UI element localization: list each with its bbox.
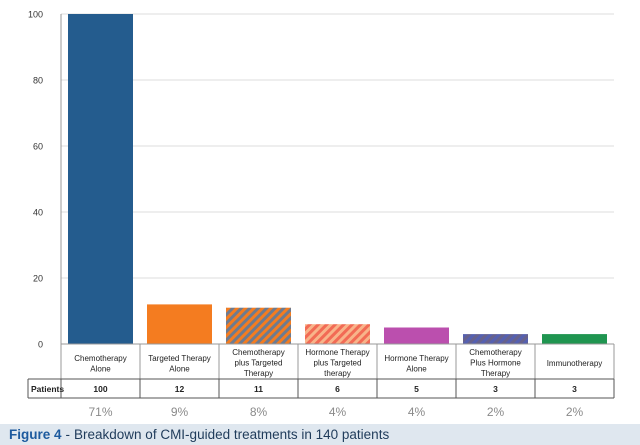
- figure-caption-label: Figure 4: [9, 427, 62, 442]
- axes: [60, 14, 615, 379]
- category-label-3-line-0: Hormone Therapy: [305, 348, 369, 357]
- figure-caption-text: Breakdown of CMI-guided treatments in 14…: [74, 427, 390, 442]
- bar-0: [68, 14, 133, 344]
- bars: [68, 14, 607, 344]
- table-value-4: 5: [414, 384, 419, 394]
- percentage-labels: 71% 9% 8% 4% 4% 2% 2%: [88, 405, 583, 419]
- category-label-6-line-0: Immunotherapy: [547, 359, 603, 368]
- category-label-0-line-1: Alone: [90, 365, 111, 374]
- percentage-label-1: 9%: [171, 405, 189, 419]
- category-label-5-line-0: Chemotherapy: [469, 348, 521, 357]
- figure-caption: Figure 4 - Breakdown of CMI-guided treat…: [0, 424, 640, 445]
- table-row-label: Patients: [31, 384, 64, 394]
- table-value-0: 100: [93, 384, 107, 394]
- table-value-5: 3: [493, 384, 498, 394]
- bar-6: [542, 334, 607, 344]
- y-tick-label-20: 20: [33, 274, 43, 284]
- bar-4: [384, 327, 449, 344]
- y-axis-ticks: 0 20 40 60 80 100: [28, 10, 43, 350]
- y-tick-label-40: 40: [33, 208, 43, 218]
- category-label-0-line-0: Chemotherapy: [74, 354, 126, 363]
- category-label-2-line-2: Therapy: [244, 369, 273, 378]
- percentage-label-4: 4%: [408, 405, 426, 419]
- bar-5: [463, 334, 528, 344]
- category-label-4-line-0: Hormone Therapy: [384, 354, 448, 363]
- gridlines: [61, 13, 614, 279]
- table-value-2: 11: [254, 384, 263, 394]
- table-value-1: 12: [175, 384, 185, 394]
- data-table: Patients 100 12 11 6 5 3 3: [27, 378, 615, 399]
- category-label-2-line-1: plus Targeted: [235, 359, 283, 368]
- category-label-4-line-1: Alone: [406, 365, 427, 374]
- percentage-label-0: 71%: [88, 405, 112, 419]
- y-tick-label-60: 60: [33, 142, 43, 152]
- y-tick-label-80: 80: [33, 76, 43, 86]
- category-label-5-line-1: Plus Hormone: [470, 359, 521, 368]
- category-label-3-line-2: therapy: [324, 369, 351, 378]
- percentage-label-3: 4%: [329, 405, 347, 419]
- category-label-5-line-2: Therapy: [481, 369, 510, 378]
- figure-caption-separator: -: [65, 427, 71, 442]
- category-label-3-line-1: plus Targeted: [314, 359, 362, 368]
- percentage-label-6: 2%: [566, 405, 584, 419]
- category-label-1-line-1: Alone: [169, 365, 190, 374]
- percentage-label-2: 8%: [250, 405, 268, 419]
- y-tick-label-0: 0: [38, 340, 43, 350]
- y-tick-label-100: 100: [28, 10, 43, 20]
- bar-3: [305, 324, 370, 344]
- category-label-1-line-0: Targeted Therapy: [148, 354, 211, 363]
- table-value-6: 3: [572, 384, 577, 394]
- bar-2: [226, 307, 291, 344]
- percentage-label-5: 2%: [487, 405, 505, 419]
- x-axis-category-labels: Chemotherapy Alone Targeted Therapy Alone Ch…: [74, 348, 602, 378]
- category-label-2-line-0: Chemotherapy: [232, 348, 284, 357]
- table-value-3: 6: [335, 384, 340, 394]
- bar-1: [147, 304, 212, 344]
